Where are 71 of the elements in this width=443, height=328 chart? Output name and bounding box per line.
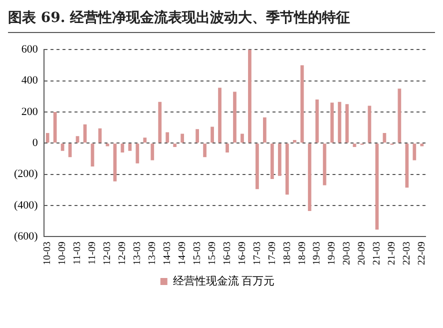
bar [300,65,304,143]
x-tick-label: 16-09 [236,242,248,266]
x-tick-label: 19-03 [312,242,323,266]
bar [60,144,64,151]
x-tick-label: 18-03 [282,242,293,266]
bar [150,144,154,160]
bar [315,99,319,143]
bar [412,144,416,160]
x-tick-label: 22-03 [402,242,413,266]
bar [136,144,140,164]
legend-label: 经营性现金流 百万元 [172,274,275,288]
bar [173,144,177,148]
bar [233,92,236,143]
y-tick-label: 400 [21,74,38,87]
bar [180,134,184,143]
bar [226,144,229,152]
bar [278,144,282,176]
x-tick-label: 10-09 [57,242,68,266]
bar [46,133,50,143]
x-tick-label: 13-09 [147,242,158,266]
bar [420,144,424,146]
y-tick-label: 600 [21,43,38,56]
y-tick-label: (600) [14,230,38,243]
bar [158,102,162,143]
y-tick-label: 200 [21,106,38,118]
bar [292,140,296,143]
x-tick-label: 11-03 [72,242,84,265]
x-tick-label: 18-09 [296,242,308,266]
x-tick-label: 20-03 [342,242,353,266]
x-tick-label: 21-03 [372,242,383,266]
y-tick-label: (400) [14,199,38,212]
x-tick-label: 13-03 [132,242,144,266]
x-tick-label: 19-09 [326,242,338,266]
bar [196,129,199,143]
x-tick-label: 21-09 [386,242,398,266]
bar [90,144,94,167]
x-tick-label: 20-09 [356,242,368,266]
x-tick-label: 15-09 [206,242,218,266]
bar [330,102,334,143]
x-tick-label: 14-09 [176,242,188,266]
y-tick-label: (200) [14,168,38,180]
bar [308,144,312,211]
bar [240,134,244,143]
chart-title: 图表 69. 经营性净现金流表现出波动大、季节性的特征 [8,8,435,33]
bar [166,132,170,143]
x-tick-label: 15-03 [192,242,203,266]
x-tick-label: 12-09 [117,242,128,266]
x-tick-label: 22-09 [416,242,428,266]
x-tick-label: 11-09 [87,242,98,265]
bar [256,144,259,190]
x-tick-label: 12-03 [102,242,114,266]
bar [322,144,326,186]
bar [285,144,289,195]
x-tick-label: 16-03 [222,242,233,266]
x-tick-label: 17-03 [252,242,263,266]
bar [113,144,117,182]
x-tick-label: 14-03 [162,242,173,266]
bar [263,117,266,143]
bar [270,144,274,179]
bar [143,138,147,143]
x-tick-label: 17-09 [266,242,278,266]
bar [248,50,252,143]
bar [128,144,132,151]
y-tick-label: 0 [32,137,38,150]
bar [352,144,356,148]
bar [120,144,124,152]
bar [106,144,110,146]
bar [218,88,222,143]
bar [210,126,214,143]
bar [203,144,206,158]
x-tick-label: 10-03 [42,242,54,266]
